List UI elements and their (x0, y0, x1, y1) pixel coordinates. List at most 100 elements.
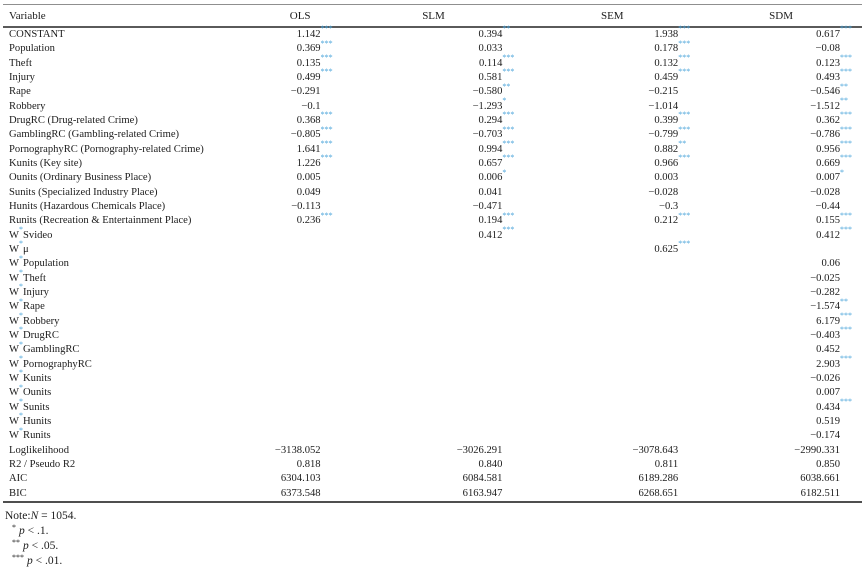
table-row: W*GamblingRC 0.452 (3, 340, 862, 357)
coefficient-value: 0.394 (478, 29, 503, 40)
significance-stars: *** (678, 153, 691, 163)
significance-stars (502, 444, 524, 458)
table-row: DrugRC (Drug-related Crime) 0.368 *** 0.294… (3, 110, 862, 128)
significance-stars: *** (840, 325, 852, 335)
table-row: Rape −0.291 −0.580 ** −0.215 −0.546 ** (3, 82, 862, 99)
coefficient-value (258, 286, 321, 300)
coefficient-value: 0.412 (478, 229, 503, 241)
table-body: CONSTANT 1.142 *** 0.394 ** 1.938 *** 0.617 *** P… (3, 25, 862, 501)
model-cell: 0.236 *** (258, 211, 343, 228)
significance-stars (502, 272, 524, 286)
model-cell: 0.06 (700, 257, 862, 271)
significance-stars (321, 472, 343, 486)
model-cell: 6182.511 (700, 487, 862, 501)
coefficient-value (258, 343, 321, 357)
model-cell: 0.003 (524, 171, 700, 185)
table-row: W*Robbery 6.179 *** (3, 312, 862, 329)
coefficient-value: 0.123 (816, 57, 840, 69)
model-cell: 0.818 (258, 458, 343, 472)
table-row: W*Population 0.06 (3, 254, 862, 271)
significance-stars (678, 415, 700, 429)
model-cell (258, 343, 343, 357)
coefficient-value (524, 358, 678, 372)
coefficient-value (258, 429, 321, 443)
model-cell (258, 358, 343, 372)
coefficient-value (343, 358, 503, 372)
significance-stars (321, 300, 343, 314)
model-cell: −1.293 * (343, 96, 525, 114)
row-label: Runits (Recreation & Entertainment Place… (9, 215, 192, 227)
coefficient-value: 0.006 (478, 172, 503, 184)
coefficient-value (343, 415, 503, 429)
model-cell: 6084.581 (343, 472, 525, 486)
coefficient-value (524, 329, 678, 343)
model-cell (524, 272, 700, 286)
significance-stars (321, 343, 343, 357)
coefficient-value (524, 257, 678, 271)
model-cell (258, 401, 343, 415)
table-row: W*PornographyRC 2.903 *** (3, 355, 862, 372)
coefficient-value: −0.1 (301, 100, 321, 112)
model-cell (524, 372, 700, 386)
coefficient-value: 0.434 (816, 401, 840, 413)
coefficient-value: 0.966 (654, 157, 679, 169)
significance-stars: *** (840, 397, 852, 406)
coefficient-value (343, 429, 503, 443)
significance-stars (321, 229, 343, 243)
model-cell: 6268.651 (524, 487, 700, 501)
model-cell: 0.294 *** (343, 110, 525, 128)
model-cell (524, 401, 700, 415)
coefficient-value: 0.135 (296, 57, 321, 69)
significance-stars (678, 458, 700, 472)
table-row: W*Svideo 0.412 *** 0.412 *** (3, 226, 862, 243)
model-cell: −3078.643 (524, 444, 700, 458)
table-header-row: Variable OLS SLM SEM SDM (3, 5, 862, 26)
coefficient-value: −0.025 (810, 272, 840, 284)
model-cell: −0.703 *** (343, 125, 525, 142)
model-cell: −0.028 (524, 186, 700, 200)
model-cell (524, 429, 700, 443)
significance-stars: *** (502, 110, 515, 120)
row-label: GamblingRC (Gambling-related Crime) (9, 129, 180, 141)
coefficient-value: 1.226 (296, 157, 321, 169)
coefficient-value: 0.06 (821, 258, 840, 270)
coefficient-value (343, 257, 503, 271)
significance-stars (321, 257, 343, 271)
coefficient-value: 6.179 (816, 315, 840, 327)
model-cell: 0.617 *** (700, 25, 862, 42)
model-cell: 0.956 *** (700, 140, 862, 157)
significance-stars: *** (502, 139, 515, 149)
model-cell (343, 329, 525, 343)
model-cell: 0.519 (700, 415, 862, 429)
significance-stars: * (502, 96, 507, 106)
coefficient-value: 0.007 (816, 172, 840, 184)
significance-stars (678, 286, 700, 300)
model-cell: 0.212 *** (524, 211, 700, 228)
significance-stars: ** (840, 96, 848, 106)
significance-stars: *** (840, 110, 852, 120)
significance-stars (502, 186, 524, 200)
significance-stars: *** (678, 124, 691, 134)
significance-stars (502, 358, 524, 372)
row-label: W*Injury (9, 282, 49, 298)
model-cell: 0.452 (700, 343, 862, 357)
significance-stars (321, 401, 343, 415)
significance-stars (321, 243, 343, 257)
coefficient-value: −1.014 (648, 100, 679, 112)
row-label: Theft (9, 57, 32, 69)
table-row: Ounits (Ordinary Business Place) 0.005 0.0… (3, 168, 862, 185)
spatial-lag-asterisk: * (19, 296, 23, 306)
significance-stars (502, 458, 524, 472)
model-cell (343, 257, 525, 271)
row-label: W*μ (9, 239, 29, 255)
coefficient-value (524, 315, 678, 329)
model-cell: 0.581 *** (343, 68, 525, 85)
spatial-lag-asterisk: * (19, 282, 23, 292)
model-cell: −1.512 ** (700, 96, 862, 114)
coefficient-value: −3078.643 (632, 444, 679, 456)
coefficient-value (524, 272, 678, 286)
significance-stars (502, 329, 524, 343)
significance-stars (840, 415, 862, 429)
significance-stars: *** (678, 38, 691, 48)
row-label: Loglikelihood (9, 444, 70, 456)
